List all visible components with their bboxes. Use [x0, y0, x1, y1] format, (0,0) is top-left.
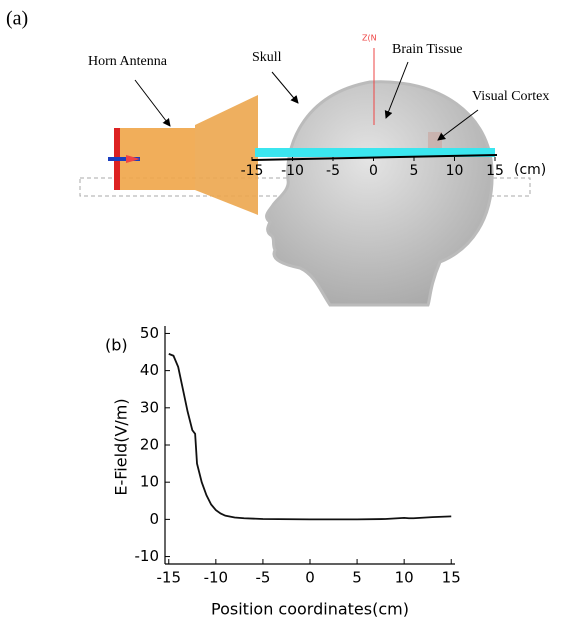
label: Visual Cortex: [472, 89, 549, 104]
label: Horn Antenna: [88, 54, 168, 69]
ruler-tick-label: 0: [369, 163, 378, 179]
x-tick-label: 0: [305, 569, 315, 587]
y-tick-label: 50: [140, 324, 159, 342]
illustration: Horn Antenna Skull Brain Tissue Visual C…: [80, 34, 549, 306]
ruler-tick-label: 15: [486, 163, 504, 179]
panel-label: (a): [6, 8, 28, 30]
panel-label: (b): [105, 336, 128, 355]
data-line: [169, 354, 451, 519]
head: [267, 82, 493, 305]
label: Skull: [252, 50, 282, 65]
pointer: [135, 80, 170, 126]
y-tick-label: 0: [149, 510, 159, 528]
y-tick-label: 10: [140, 473, 159, 491]
y-tick-label: 40: [140, 361, 159, 379]
x-axis-title: Position coordinates(cm): [211, 600, 409, 619]
label: Z(N: [362, 34, 377, 43]
x-tick-label: 5: [352, 569, 362, 587]
ruler-tick-label: -10: [281, 163, 304, 179]
ruler-tick-label: 10: [446, 163, 464, 179]
x-tick-label: -15: [157, 569, 182, 587]
x-tick-label: 15: [442, 569, 461, 587]
ruler-tick-label: -5: [326, 163, 340, 179]
x-tick-label: -5: [255, 569, 270, 587]
ruler-tick-label: -15: [241, 163, 264, 179]
pointer: [272, 72, 298, 103]
y-tick-label: -10: [135, 547, 160, 565]
y-axis-title: E-Field(V/m): [112, 398, 131, 495]
x-tick-label: 10: [395, 569, 414, 587]
x-tick-label: -10: [204, 569, 229, 587]
y-tick-label: 20: [140, 436, 159, 454]
ruler-tick-label: 5: [410, 163, 419, 179]
horn-flare: [195, 95, 258, 215]
y-tick-label: 30: [140, 398, 159, 416]
label: Brain Tissue: [392, 42, 462, 57]
ruler-unit: (cm): [514, 162, 546, 178]
chart: (b) Position coordinates(cm) E-Field(V/m…: [105, 324, 461, 619]
figure: (a) Horn Antenna Skull Brain Tissue Visu…: [0, 0, 561, 625]
